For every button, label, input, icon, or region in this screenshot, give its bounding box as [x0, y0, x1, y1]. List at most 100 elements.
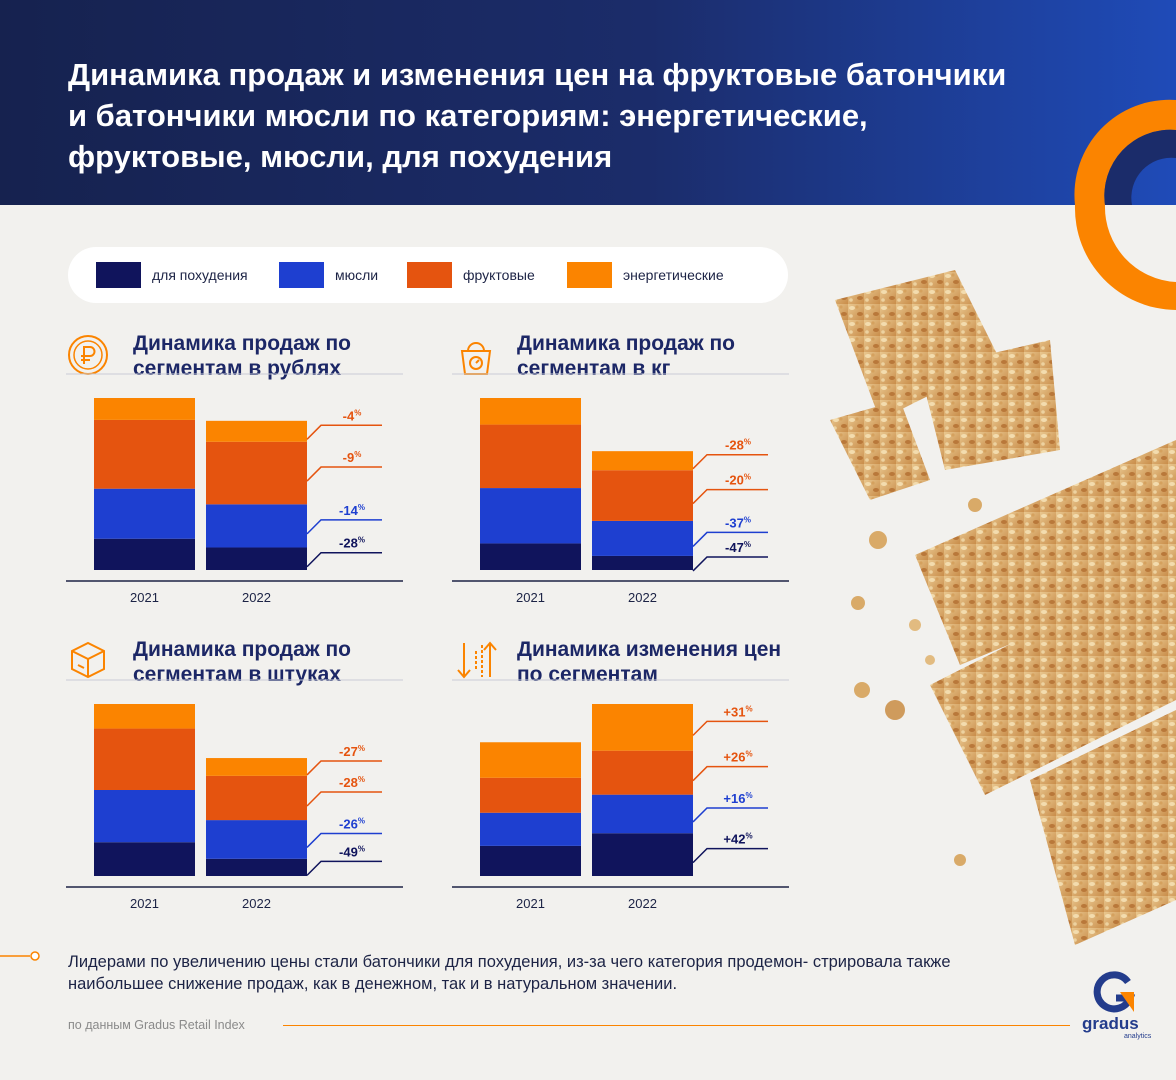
bar-segment — [206, 504, 307, 548]
ruble-coin-icon — [68, 335, 108, 375]
change-leader-line — [692, 556, 768, 572]
bar-segment — [94, 728, 195, 790]
bar-segment — [206, 858, 307, 876]
legend-swatch — [96, 262, 141, 288]
bar-segment — [94, 790, 195, 843]
conclusion-note: Лидерами по увеличению цены стали батонч… — [68, 953, 951, 993]
legend-label: для похудения — [152, 267, 248, 283]
bar-segment — [94, 488, 195, 539]
bar-segment — [480, 398, 581, 425]
x-tick-label: 2022 — [242, 896, 271, 911]
legend-swatch — [279, 262, 324, 288]
change-label: -20% — [725, 473, 751, 488]
bar-segment — [592, 470, 693, 521]
change-label: +31% — [723, 704, 752, 719]
bar-segment — [592, 833, 693, 876]
bar-segment — [206, 547, 307, 570]
box-icon — [71, 641, 105, 679]
legend-label: мюсли — [335, 267, 379, 283]
change-label: -28% — [339, 536, 365, 551]
granola-bar-shape — [915, 440, 1176, 665]
bar-segment — [94, 419, 195, 489]
bar-segment — [206, 441, 307, 505]
chart-units: 2021 2022 -49% -26% -28% -27% — [66, 679, 403, 911]
change-leader-line — [306, 519, 382, 535]
legend-swatch — [407, 262, 452, 288]
bar-segment — [480, 543, 581, 570]
bar-segment — [592, 794, 693, 834]
bar-segment — [480, 424, 581, 489]
x-tick-label: 2021 — [516, 896, 545, 911]
bar-segment — [206, 775, 307, 821]
x-tick-label: 2021 — [516, 590, 545, 605]
bar-segment — [206, 820, 307, 859]
change-leader-line — [692, 488, 768, 505]
change-leader-line — [692, 847, 768, 864]
change-leader-line — [306, 551, 382, 568]
x-tick-label: 2022 — [628, 590, 657, 605]
bar-segment — [592, 520, 693, 556]
change-leader-line — [692, 531, 768, 547]
change-leader-line — [306, 760, 382, 776]
chart-rubles: 2021 2022 -28% -14% -9% -4% — [66, 373, 403, 605]
change-label: -14% — [339, 503, 365, 518]
bar-segment — [94, 398, 195, 420]
bar-segment — [592, 555, 693, 570]
change-leader-line — [692, 720, 768, 736]
legend: для похудения мюсли фруктовые энергетиче… — [68, 247, 788, 303]
bar-segment — [206, 758, 307, 776]
bar-segment — [480, 488, 581, 544]
logo-sub: analytics — [1124, 1033, 1152, 1040]
page-title: Динамика продаж и изменения цен на фрукт… — [68, 57, 1007, 174]
change-leader-line — [692, 807, 768, 823]
change-label: -49% — [339, 844, 365, 859]
change-label: +26% — [723, 750, 752, 765]
gradus-logo-icon — [1093, 971, 1136, 1013]
x-tick-label: 2022 — [628, 896, 657, 911]
bar-segment — [480, 777, 581, 813]
change-label: -37% — [725, 515, 751, 530]
change-leader-line — [692, 453, 768, 470]
bar-segment — [592, 750, 693, 795]
scales-icon — [460, 342, 492, 375]
up-down-arrows-icon — [457, 641, 497, 679]
change-label: -26% — [339, 816, 365, 831]
legend-swatch — [567, 262, 612, 288]
change-label: -47% — [725, 540, 751, 555]
chart-kg: 2021 2022 -47% -37% -20% -28% — [452, 373, 789, 605]
source-note: по данным Gradus Retail Index — [68, 1018, 245, 1032]
change-leader-line — [306, 424, 382, 440]
header-band — [0, 0, 1176, 205]
legend-label: энергетические — [623, 267, 724, 283]
change-label: +16% — [723, 791, 752, 806]
change-label: -27% — [339, 744, 365, 759]
x-tick-label: 2022 — [242, 590, 271, 605]
bar-segment — [94, 538, 195, 570]
x-tick-label: 2021 — [130, 590, 159, 605]
change-label: -4% — [343, 408, 362, 423]
chart-prices: 2021 2022 +42% +16% +26% +31% — [452, 679, 789, 911]
bar-segment — [592, 704, 693, 751]
orange-ring-decoration — [1074, 99, 1176, 205]
change-leader-line — [306, 860, 382, 876]
change-label: -28% — [725, 438, 751, 453]
legend-label: фруктовые — [463, 267, 535, 283]
bar-segment — [94, 842, 195, 876]
change-label: -9% — [343, 450, 362, 465]
bar-segment — [480, 845, 581, 876]
change-label: +42% — [723, 832, 752, 847]
bar-segment — [206, 420, 307, 442]
change-leader-line — [306, 791, 382, 807]
change-label: -28% — [339, 775, 365, 790]
note-marker — [0, 951, 40, 961]
bar-segment — [94, 704, 195, 729]
logo-name: gradus — [1082, 1014, 1139, 1033]
change-leader-line — [306, 466, 382, 482]
bar-segment — [592, 451, 693, 471]
x-tick-label: 2021 — [130, 896, 159, 911]
change-leader-line — [306, 832, 382, 848]
bar-segment — [480, 742, 581, 778]
source-rule — [283, 1025, 1070, 1026]
change-leader-line — [692, 765, 768, 782]
